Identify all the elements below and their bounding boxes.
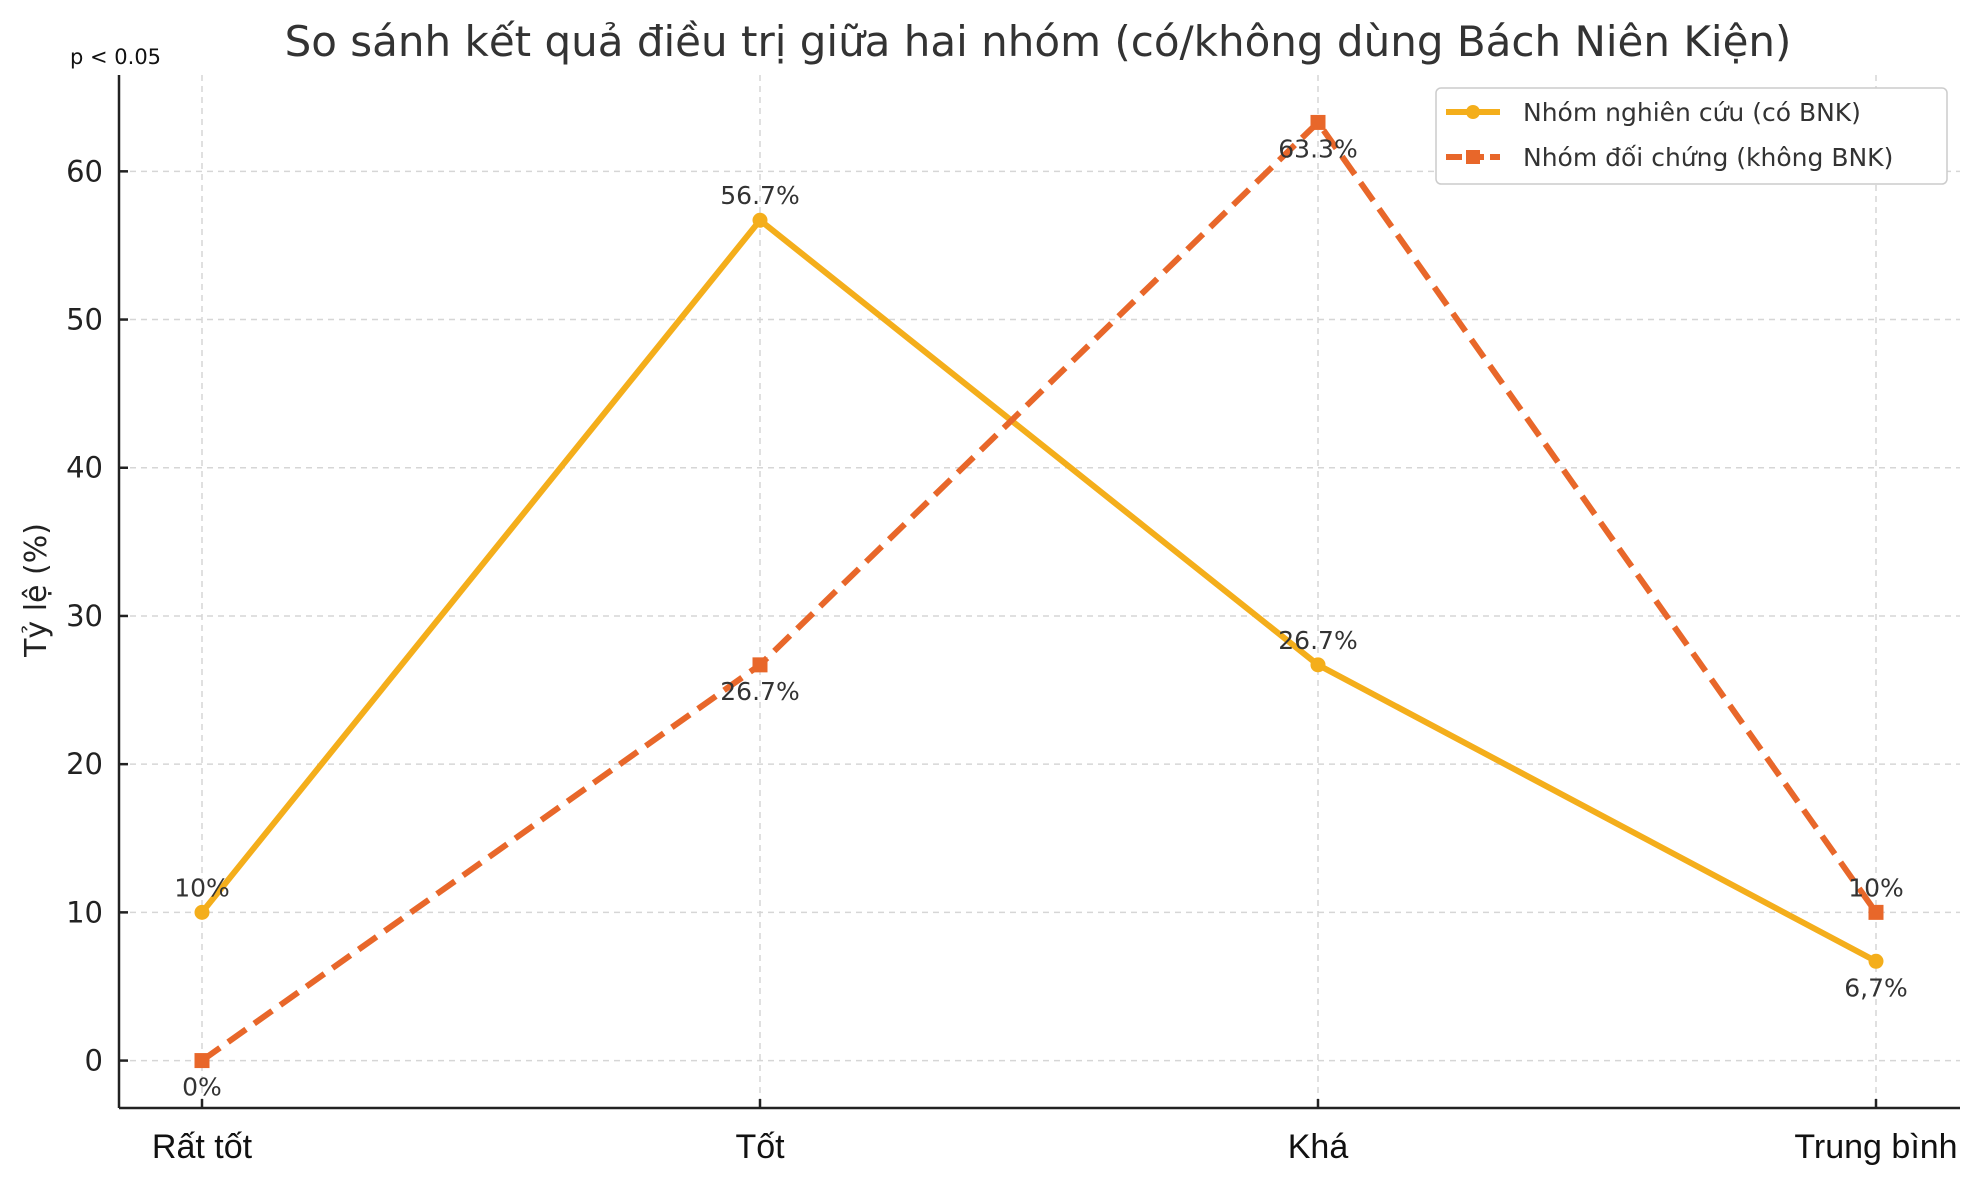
data-label: 26.7% (1278, 626, 1357, 655)
data-label: 10% (174, 873, 230, 902)
grid (119, 75, 1960, 1108)
data-label: 26.7% (720, 677, 799, 706)
legend-label: Nhóm nghiên cứu (có BNK) (1523, 98, 1861, 127)
series-group (194, 114, 1884, 1069)
data-point-marker (752, 657, 768, 673)
legend-marker (1466, 105, 1480, 119)
data-label: 10% (1848, 873, 1904, 902)
x-tick-label: Rất tốt (152, 1128, 253, 1166)
data-point-marker (194, 904, 210, 920)
x-tick-label: Khá (1288, 1128, 1349, 1166)
data-point-marker (1868, 953, 1884, 969)
axes: 0 10 20 30 40 50 60 Rất tốt Tốt Khá Trung bình (66, 75, 1960, 1166)
legend-label: Nhóm đối chứng (không BNK) (1523, 143, 1893, 172)
y-tick-label: 60 (66, 154, 103, 188)
y-tick-label: 10 (66, 895, 103, 929)
x-tick-label: Trung bình (1794, 1128, 1957, 1166)
data-label: 6,7% (1844, 973, 1908, 1002)
series-line-0 (199, 217, 1878, 964)
data-point-marker (1868, 904, 1884, 920)
legend: Nhóm nghiên cứu (có BNK) Nhóm đối chứng (… (1435, 87, 1948, 185)
legend-box (1435, 87, 1948, 185)
data-point-marker (1310, 114, 1326, 130)
y-tick-label: 40 (66, 451, 103, 485)
x-tick-label: Tốt (735, 1128, 785, 1166)
y-tick-label: 0 (85, 1044, 103, 1078)
data-labels: 10% 56.7% 26.7% 6,7% 0% 26.7% 63.3% 10% (174, 134, 1908, 1101)
data-point-marker (194, 1053, 210, 1069)
chart-title: So sánh kết quả điều trị giữa hai nhóm (… (285, 17, 1792, 66)
p-value-annotation: p < 0.05 (70, 45, 161, 69)
data-label: 0% (182, 1073, 222, 1102)
data-label: 56.7% (720, 181, 799, 210)
data-point-marker (752, 212, 768, 228)
y-tick-label: 20 (66, 747, 103, 781)
legend-marker (1466, 150, 1480, 164)
series-line-1 (200, 119, 1879, 1064)
data-label: 63.3% (1278, 134, 1357, 163)
y-axis-label: Tỷ lệ (%) (19, 523, 54, 658)
data-point-marker (1310, 657, 1326, 673)
y-tick-label: 50 (66, 303, 103, 337)
y-tick-label: 30 (66, 599, 103, 633)
